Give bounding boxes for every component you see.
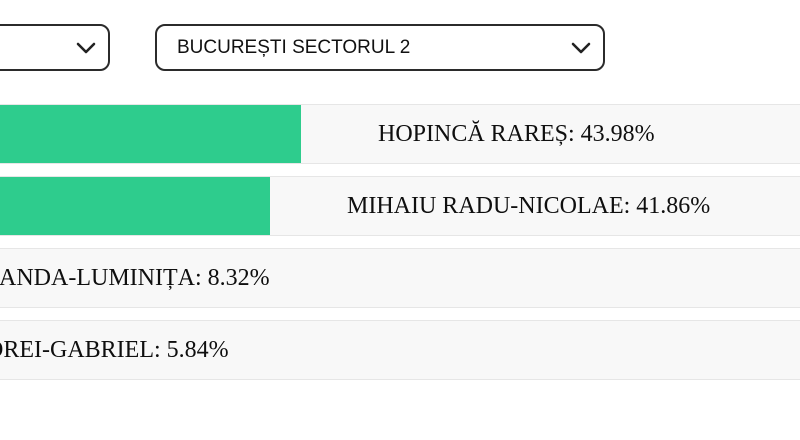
result-row: HOPINCĂ RAREȘ: 43.98% [0, 104, 800, 164]
result-label: ANDA-LUMINIȚA: 8.32% [0, 264, 270, 291]
result-label: DREI-GABRIEL: 5.84% [0, 336, 229, 363]
result-row: MIHAIU RADU-NICOLAE: 41.86% [0, 176, 800, 236]
chevron-down-icon [76, 42, 96, 53]
chevron-down-icon [571, 42, 591, 53]
result-row: DREI-GABRIEL: 5.84% [0, 320, 800, 380]
result-bar [0, 177, 270, 235]
result-row: ANDA-LUMINIȚA: 8.32% [0, 248, 800, 308]
locality-dropdown[interactable]: BUCUREȘTI SECTORUL 2 [155, 24, 605, 71]
locality-dropdown-value: BUCUREȘTI SECTORUL 2 [177, 36, 411, 58]
county-dropdown[interactable] [0, 24, 110, 71]
result-label: HOPINCĂ RAREȘ: 43.98% [377, 120, 655, 147]
result-label: MIHAIU RADU-NICOLAE: 41.86% [346, 192, 711, 219]
result-bar [0, 105, 301, 163]
